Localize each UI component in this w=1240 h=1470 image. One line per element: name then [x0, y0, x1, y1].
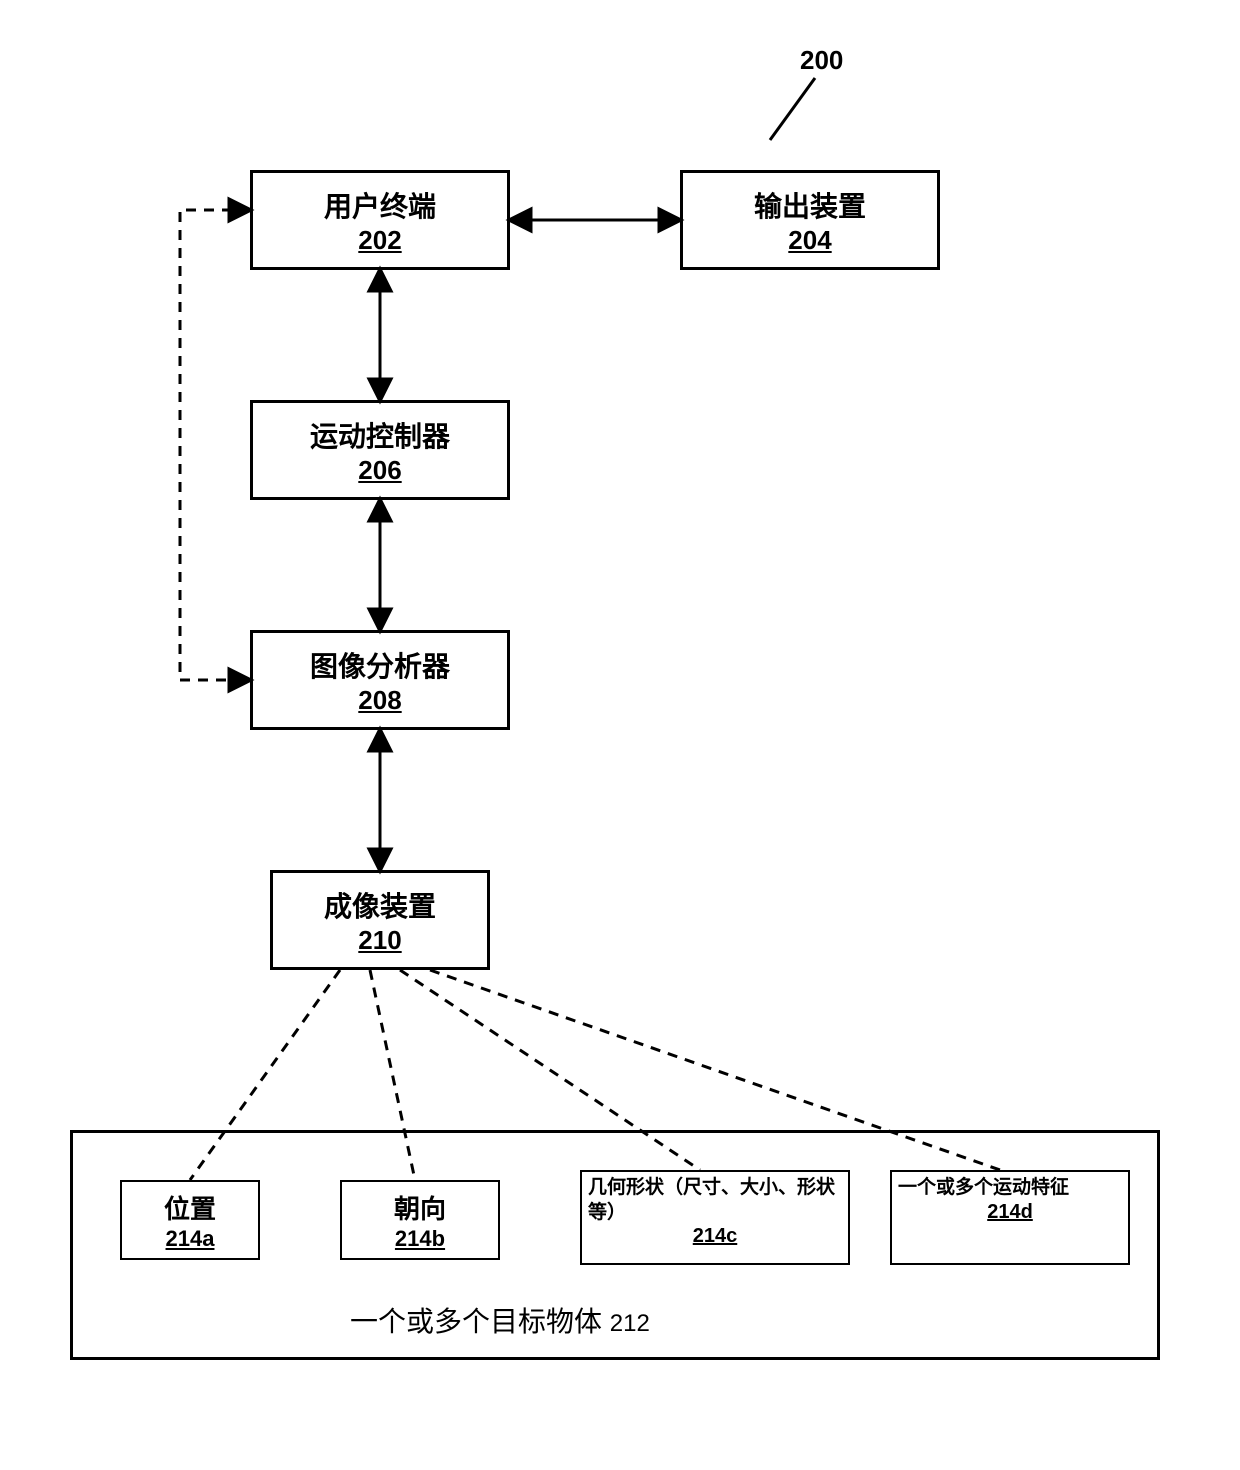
figure-label: 200	[800, 45, 843, 76]
node-output-device-label: 输出装置	[754, 185, 866, 225]
node-user-terminal-label: 用户终端	[324, 185, 436, 225]
node-imaging-device: 成像装置 210	[270, 870, 490, 970]
node-output-device-ref: 204	[788, 225, 831, 256]
subnode-orient-ref: 214b	[395, 1226, 445, 1252]
node-imaging-device-ref: 210	[358, 925, 401, 956]
subnode-position: 位置 214a	[120, 1180, 260, 1260]
node-motion-controller-ref: 206	[358, 455, 401, 486]
subnode-motion: 一个或多个运动特征 214d	[890, 1170, 1130, 1265]
node-image-analyzer-ref: 208	[358, 685, 401, 716]
node-motion-controller-label: 运动控制器	[310, 415, 450, 455]
subnode-motion-ref: 214d	[898, 1201, 1122, 1224]
subnode-motion-label: 一个或多个运动特征	[898, 1176, 1122, 1201]
node-motion-controller: 运动控制器 206	[250, 400, 510, 500]
node-image-analyzer-label: 图像分析器	[310, 645, 450, 685]
subnode-geometry-ref: 214c	[588, 1225, 842, 1248]
node-user-terminal: 用户终端 202	[250, 170, 510, 270]
container-caption: 一个或多个目标物体 212	[350, 1300, 650, 1340]
subnode-geometry-label: 几何形状（尺寸、大小、形状等）	[588, 1176, 842, 1225]
container-caption-label: 一个或多个目标物体	[350, 1306, 602, 1337]
node-image-analyzer: 图像分析器 208	[250, 630, 510, 730]
subnode-geometry: 几何形状（尺寸、大小、形状等） 214c	[580, 1170, 850, 1265]
node-imaging-device-label: 成像装置	[324, 885, 436, 925]
subnode-orient: 朝向 214b	[340, 1180, 500, 1260]
subnode-orient-label: 朝向	[394, 1189, 446, 1226]
subnode-position-label: 位置	[164, 1189, 216, 1226]
container-caption-ref: 212	[610, 1310, 650, 1337]
node-output-device: 输出装置 204	[680, 170, 940, 270]
edge-ut-ia-dashed	[180, 210, 250, 680]
subnode-position-ref: 214a	[166, 1226, 215, 1252]
node-user-terminal-ref: 202	[358, 225, 401, 256]
pointer-line	[770, 78, 815, 140]
